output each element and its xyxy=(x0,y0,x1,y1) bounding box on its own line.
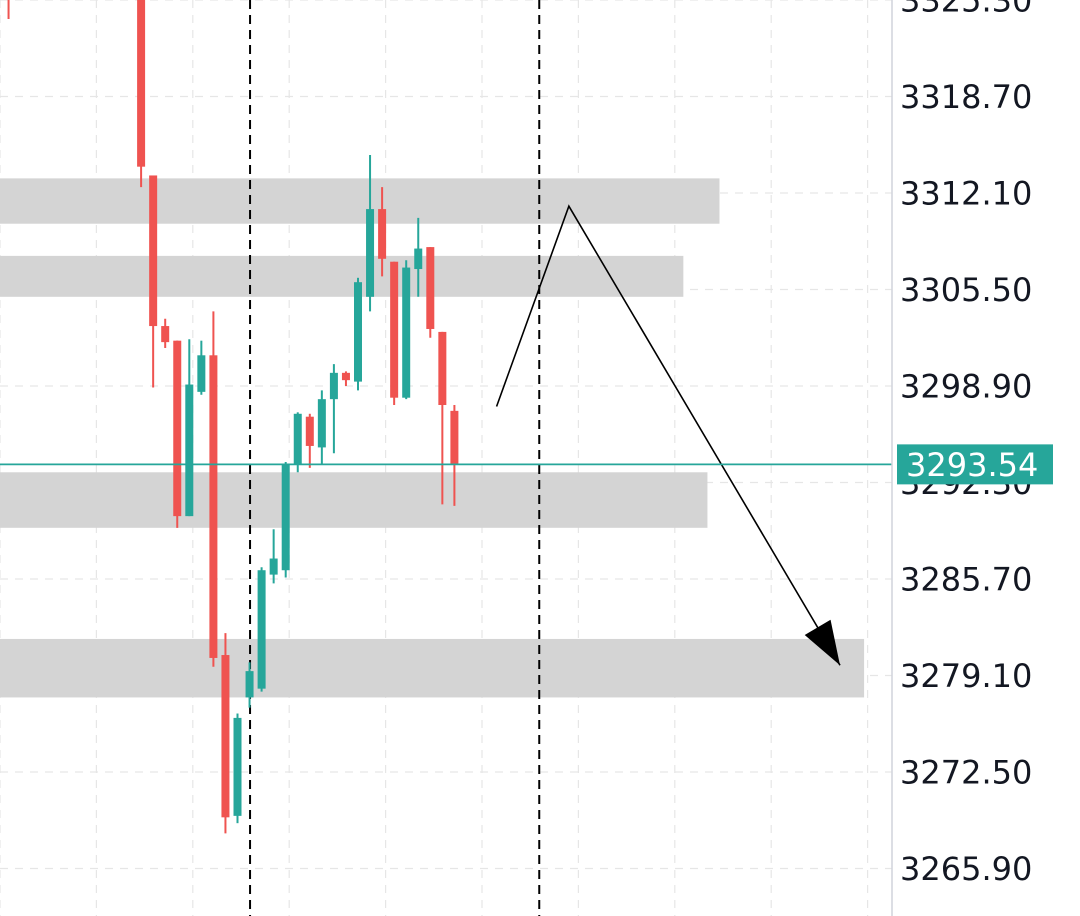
candle-body xyxy=(354,282,362,382)
candle-body xyxy=(245,671,254,698)
candle-body xyxy=(305,416,314,446)
candle-body xyxy=(197,355,206,392)
vertical-dashed-lines xyxy=(249,0,541,916)
candle-up xyxy=(402,260,411,400)
candle-up xyxy=(366,154,375,312)
candle-down xyxy=(209,311,218,667)
candle-body xyxy=(366,209,375,297)
candle-body xyxy=(269,558,278,575)
candle-up xyxy=(414,217,423,297)
candle-down xyxy=(221,633,230,834)
candle-up xyxy=(317,390,326,464)
price-tick-label: 3312.10 xyxy=(900,175,1032,213)
candle-body xyxy=(161,326,170,343)
candle-body xyxy=(281,463,290,571)
candle-body xyxy=(317,399,326,448)
price-zone xyxy=(0,255,684,297)
price-tick-label: 3272.50 xyxy=(900,754,1032,792)
candle-body xyxy=(438,331,447,406)
candle-up xyxy=(233,713,242,824)
candle-up xyxy=(269,529,278,584)
candle-down xyxy=(390,261,399,406)
price-tick-label: 3285.70 xyxy=(900,561,1032,599)
candle-body xyxy=(137,0,146,167)
candle-up xyxy=(329,364,338,454)
candle-up xyxy=(293,412,302,473)
candle-body xyxy=(173,340,182,517)
price-tick-label: 3325.30 xyxy=(900,0,1032,20)
candle-body xyxy=(257,570,266,689)
candle-body xyxy=(149,175,158,327)
candle-body xyxy=(414,248,423,270)
candle-body xyxy=(185,384,194,517)
candle-up xyxy=(185,339,194,517)
candle-body xyxy=(209,355,218,658)
candle-down xyxy=(438,331,447,505)
candle-body xyxy=(341,372,350,381)
candlestick-series xyxy=(7,0,459,834)
candle-down xyxy=(305,413,314,468)
grid xyxy=(0,0,892,916)
candle-down xyxy=(378,187,387,277)
candle-body xyxy=(233,717,242,816)
price-zone xyxy=(0,472,708,528)
candle-body xyxy=(450,410,459,464)
candle-down xyxy=(341,371,350,386)
candle-down xyxy=(149,175,158,388)
candle-up xyxy=(281,462,290,578)
candle-up xyxy=(257,567,266,692)
projection-path[interactable] xyxy=(495,204,841,666)
candle-down xyxy=(426,247,435,338)
last-price-badge xyxy=(897,444,1053,485)
trend-drawing[interactable] xyxy=(495,204,841,666)
support-resistance-zones xyxy=(0,178,865,698)
last-price-value: 3293.54 xyxy=(906,446,1038,484)
price-tick-label: 3318.70 xyxy=(900,78,1032,116)
price-zone xyxy=(0,638,865,698)
candle-up xyxy=(197,340,206,395)
candle-down xyxy=(173,340,182,528)
price-tick-label: 3279.10 xyxy=(900,657,1032,695)
candle-up xyxy=(354,277,362,391)
candle-down xyxy=(7,0,10,20)
candle-body xyxy=(293,413,302,465)
candle-body xyxy=(329,372,338,400)
candle-body xyxy=(390,261,399,398)
last-price-label: 3293.54 xyxy=(897,444,1053,485)
price-axis[interactable]: 3325.303318.703312.103305.503298.903292.… xyxy=(900,0,1032,888)
price-tick-label: 3265.90 xyxy=(900,850,1032,888)
candle-body xyxy=(426,247,435,329)
candle-body xyxy=(378,209,387,259)
price-tick-label: 3298.90 xyxy=(900,368,1032,406)
candle-down xyxy=(137,0,146,188)
candle-body xyxy=(221,655,230,818)
candle-body xyxy=(402,267,411,398)
price-tick-label: 3305.50 xyxy=(900,271,1032,309)
candle-up xyxy=(245,662,254,708)
candle-down xyxy=(450,405,459,506)
price-zone xyxy=(0,178,720,224)
candle-down xyxy=(161,318,170,348)
arrowhead-icon xyxy=(804,619,840,666)
